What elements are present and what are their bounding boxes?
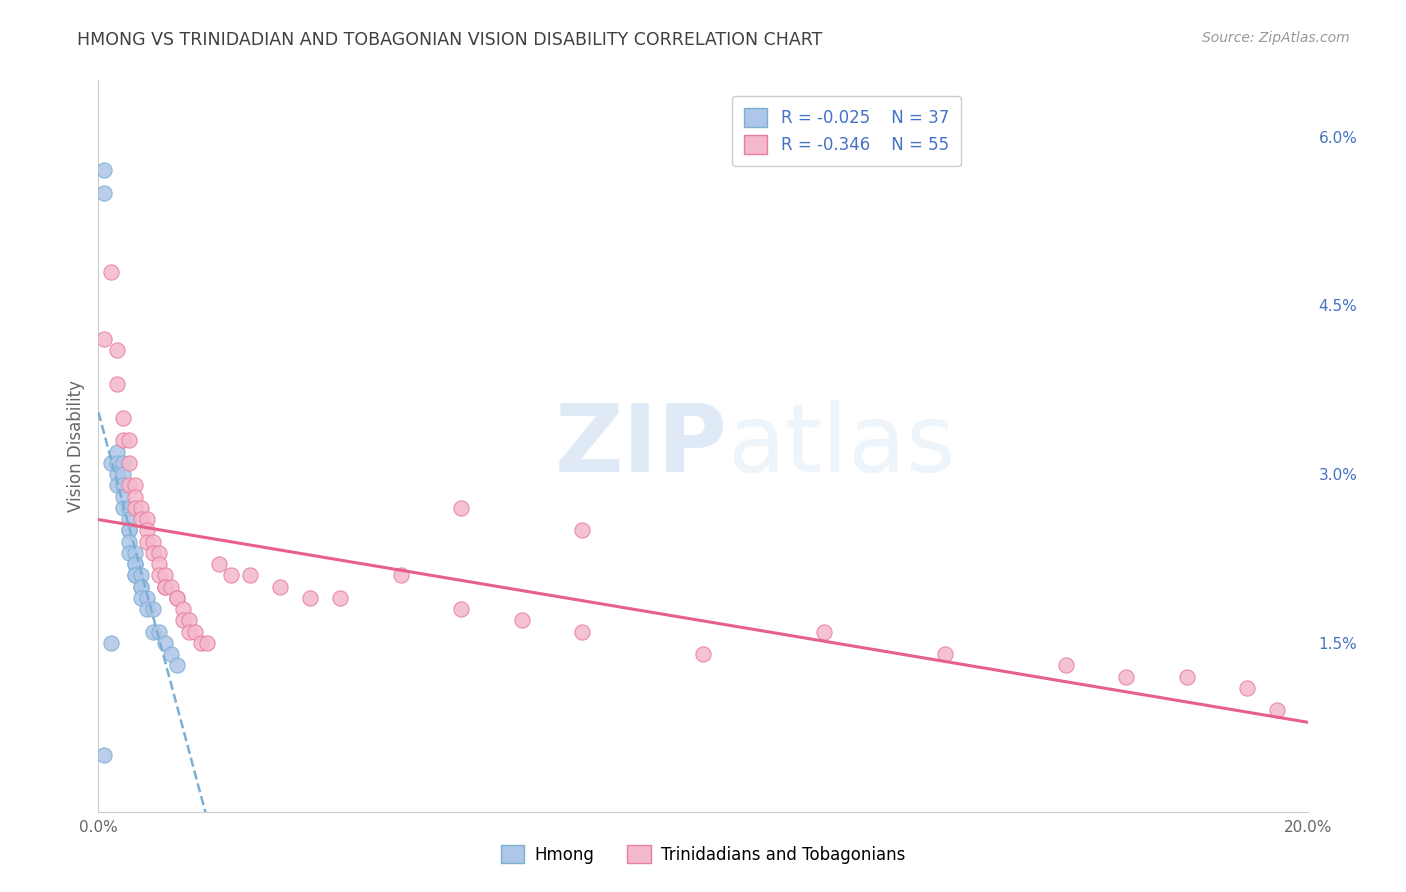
Point (166, 591, 188, 605)
Point (93, 332, 115, 346)
Point (111, 500, 134, 515)
Point (124, 557, 146, 571)
Point (118, 534, 141, 549)
Point (389, 568, 412, 582)
Point (1175, 670, 1198, 684)
Point (135, 534, 157, 549)
Point (179, 624, 201, 639)
Point (190, 636, 212, 650)
Point (118, 524, 141, 538)
Point (142, 602, 165, 616)
Point (239, 568, 262, 582)
Point (153, 580, 176, 594)
Point (105, 456, 128, 470)
Point (93, 748, 115, 763)
Point (184, 624, 207, 639)
Point (118, 512, 141, 526)
Point (934, 647, 956, 661)
Point (142, 624, 165, 639)
Point (148, 568, 170, 582)
Point (100, 636, 122, 650)
Point (118, 478, 141, 492)
Point (195, 636, 218, 650)
Point (510, 614, 533, 628)
Point (105, 343, 128, 358)
Point (105, 478, 128, 492)
Point (124, 557, 146, 571)
Point (124, 568, 146, 582)
Point (166, 658, 188, 673)
Point (160, 580, 183, 594)
Point (118, 434, 141, 448)
Point (135, 591, 157, 605)
Legend: R = -0.025    N = 37, R = -0.346    N = 55: R = -0.025 N = 37, R = -0.346 N = 55 (733, 96, 960, 166)
Point (1267, 703, 1289, 717)
Point (111, 410, 134, 425)
Point (153, 636, 176, 650)
Point (1115, 670, 1137, 684)
Point (1054, 658, 1077, 673)
Point (129, 500, 152, 515)
Point (208, 557, 231, 571)
Point (172, 614, 194, 628)
Legend: Hmong, Trinidadians and Tobagonians: Hmong, Trinidadians and Tobagonians (494, 838, 912, 871)
Point (129, 591, 152, 605)
Point (571, 624, 593, 639)
Point (124, 478, 146, 492)
Point (299, 591, 322, 605)
Point (111, 490, 134, 504)
Point (142, 534, 165, 549)
Text: ZIP: ZIP (554, 400, 727, 492)
Point (124, 500, 146, 515)
Point (135, 602, 157, 616)
Point (172, 602, 194, 616)
Point (93, 186, 115, 200)
Point (105, 444, 128, 458)
Text: Source: ZipAtlas.com: Source: ZipAtlas.com (1202, 31, 1350, 45)
Point (179, 614, 201, 628)
Point (166, 591, 188, 605)
Point (813, 624, 835, 639)
Point (153, 580, 176, 594)
Point (111, 467, 134, 482)
Point (329, 591, 352, 605)
Point (118, 456, 141, 470)
Point (129, 512, 152, 526)
Point (148, 557, 170, 571)
Text: atlas: atlas (727, 400, 956, 492)
Point (450, 602, 472, 616)
Point (135, 512, 157, 526)
Point (118, 500, 141, 515)
Point (160, 647, 183, 661)
Point (142, 546, 165, 560)
Point (124, 546, 146, 560)
Text: HMONG VS TRINIDADIAN AND TOBAGONIAN VISION DISABILITY CORRELATION CHART: HMONG VS TRINIDADIAN AND TOBAGONIAN VISI… (77, 31, 823, 49)
Point (148, 546, 170, 560)
Point (105, 377, 128, 392)
Point (124, 568, 146, 582)
Point (111, 434, 134, 448)
Point (450, 500, 472, 515)
Point (105, 467, 128, 482)
Point (93, 163, 115, 178)
Point (129, 580, 152, 594)
Point (100, 264, 122, 278)
Point (111, 456, 134, 470)
Point (692, 647, 714, 661)
Point (221, 568, 243, 582)
Point (571, 524, 593, 538)
Point (111, 478, 134, 492)
Point (1236, 681, 1258, 695)
Point (100, 456, 122, 470)
Point (129, 568, 152, 582)
Point (129, 580, 152, 594)
Point (148, 624, 170, 639)
Point (153, 568, 176, 582)
Point (118, 546, 141, 560)
Point (118, 524, 141, 538)
Point (269, 580, 291, 594)
Y-axis label: Vision Disability: Vision Disability (66, 380, 84, 512)
Point (135, 524, 157, 538)
Point (124, 490, 146, 504)
